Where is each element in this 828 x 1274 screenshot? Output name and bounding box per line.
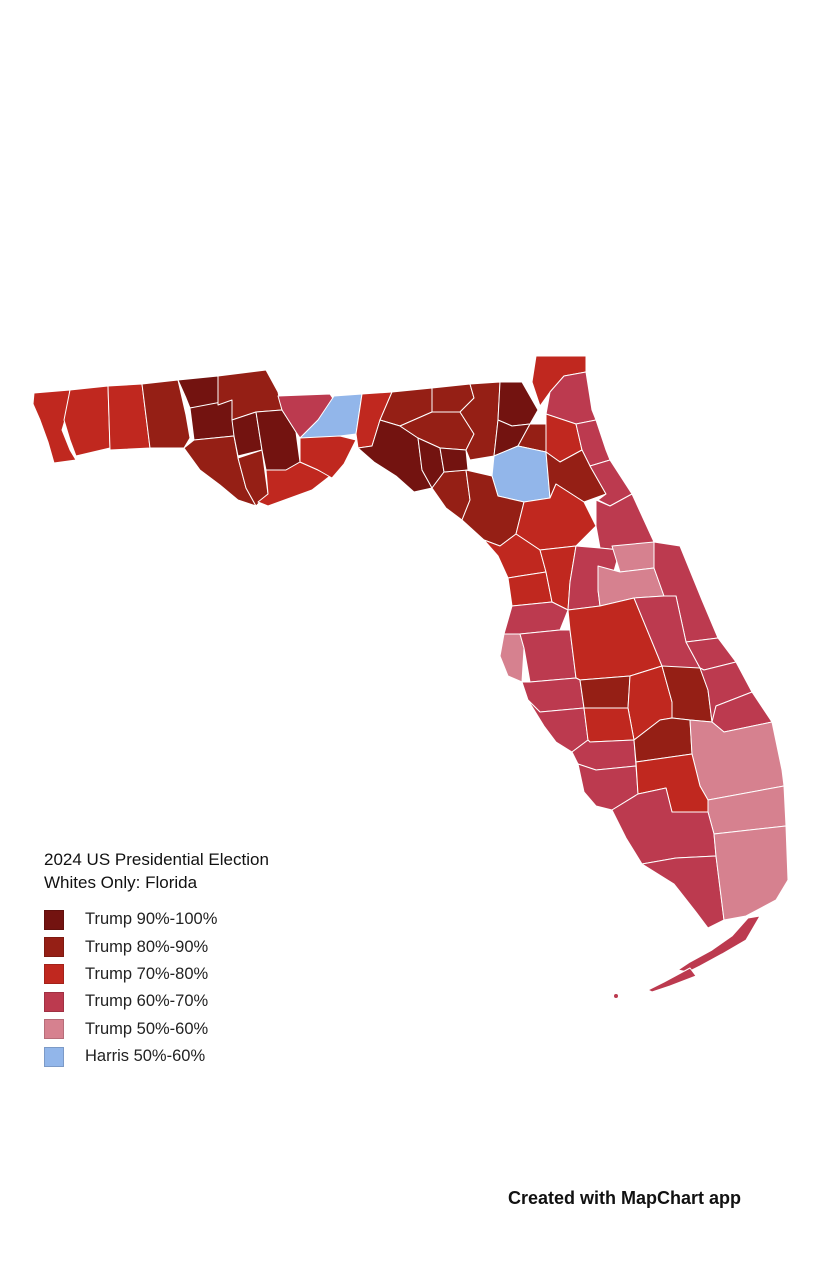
county-desoto: [583, 707, 635, 743]
county-manatee: [521, 677, 585, 713]
legend-title-line2: Whites Only: Florida: [44, 873, 198, 892]
legend-label: Trump 60%-70%: [85, 992, 209, 1011]
county-santa-rosa: [63, 385, 111, 457]
legend-item: Trump 50%-60%: [44, 1016, 344, 1043]
county-hillsborough: [519, 629, 577, 683]
legend-swatch: [44, 1046, 64, 1067]
legend-title-line1: 2024 US Presidential Election: [44, 850, 269, 869]
legend-title: 2024 US Presidential Election Whites Onl…: [44, 848, 344, 894]
county-alachua: [491, 445, 551, 503]
county-baker: [497, 381, 539, 427]
map-legend: 2024 US Presidential Election Whites Onl…: [44, 848, 344, 1070]
county-palm-beach: [689, 719, 785, 801]
county-monroe-keys-west: [647, 967, 697, 993]
county-hernando: [507, 571, 553, 607]
legend-swatch: [44, 937, 64, 958]
legend-item: Trump 90%-100%: [44, 906, 344, 933]
county-pasco: [503, 601, 569, 635]
county-wakulla: [299, 435, 357, 479]
county-monroe-mainland: [641, 855, 725, 929]
legend-swatch: [44, 964, 64, 985]
legend-item: Trump 80%-90%: [44, 933, 344, 960]
county-franklin: [257, 461, 331, 507]
legend-swatch: [44, 1019, 64, 1040]
county-monroe-keys: [677, 915, 761, 973]
legend-swatch: [44, 991, 64, 1012]
county-miami-dade: [713, 825, 789, 921]
county-pinellas: [499, 633, 525, 683]
legend-items: Trump 90%-100% Trump 80%-90% Trump 70%-80%…: [44, 906, 344, 1070]
county-calhoun: [231, 411, 263, 457]
legend-item: Trump 60%-70%: [44, 988, 344, 1015]
county-gilchrist: [439, 447, 469, 473]
legend-item: Trump 70%-80%: [44, 961, 344, 988]
legend-label: Trump 90%-100%: [85, 910, 218, 929]
legend-label: Trump 70%-80%: [85, 964, 209, 983]
county-hardee: [579, 675, 631, 709]
county-seminole: [611, 541, 655, 573]
legend-swatch: [44, 909, 64, 930]
legend-label: Trump 50%-60%: [85, 1019, 209, 1038]
credit-text: Created with MapChart app: [508, 1188, 742, 1208]
key-west-island: [614, 994, 618, 998]
legend-label: Trump 80%-90%: [85, 937, 209, 956]
legend-item: Harris 50%-60%: [44, 1043, 344, 1070]
county-holmes: [177, 375, 219, 409]
legend-label: Harris 50%-60%: [85, 1047, 206, 1066]
